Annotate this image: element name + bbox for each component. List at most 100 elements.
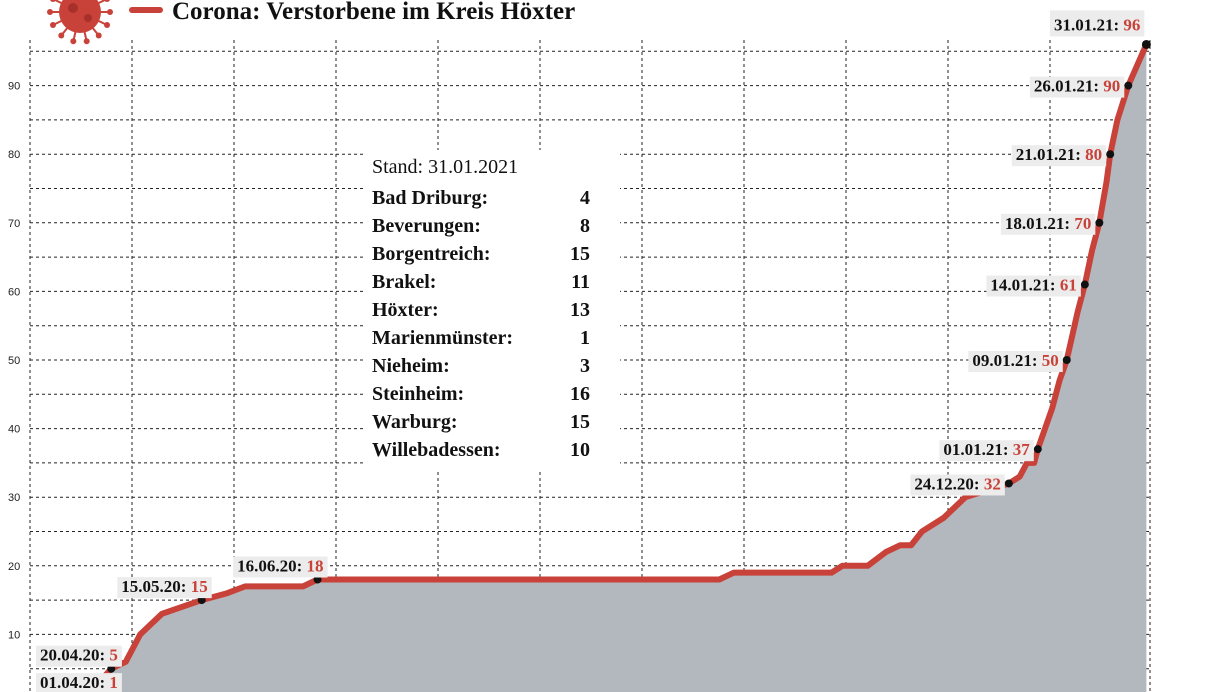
data-label-bg	[968, 351, 1063, 372]
data-label-text: 24.12.20: 32	[914, 474, 1000, 493]
data-label-value: 61	[1060, 276, 1077, 295]
data-label-bg	[1011, 145, 1107, 167]
data-label-value: 1	[109, 673, 118, 692]
stand-row-value: 8	[580, 215, 590, 237]
stand-row: Bad Driburg: 4	[372, 187, 590, 210]
data-label-text: 26.01.21: 90	[1034, 77, 1120, 96]
data-label-value: 96	[1123, 15, 1140, 34]
data-label: 16.06.20: 18	[233, 556, 328, 578]
data-label-value: 80	[1085, 145, 1102, 164]
stand-row-name: Marienmünster:	[372, 327, 514, 349]
data-label-date: 15.05.20:	[121, 577, 190, 596]
stand-row: Beverungen: 8	[372, 215, 590, 238]
data-label-bg	[910, 474, 1005, 496]
data-label-bg	[233, 556, 328, 578]
data-label-text: 31.01.21: 96	[1054, 15, 1140, 34]
data-label-date: 31.01.21:	[1054, 15, 1123, 34]
stand-row: Nieheim: 3	[372, 355, 590, 378]
data-label-value: 37	[1013, 440, 1031, 459]
y-tick-label: 20	[8, 561, 20, 573]
stand-row-name: Brakel:	[372, 271, 437, 293]
data-label-value: 5	[109, 646, 118, 665]
data-point-marker	[1062, 356, 1071, 364]
data-label: 21.01.21: 80	[1011, 145, 1107, 167]
data-label: 09.01.21: 50	[968, 351, 1063, 372]
stand-row: Marienmünster: 1	[372, 327, 590, 350]
data-label-text: 18.01.21: 70	[1005, 214, 1091, 233]
y-tick-label: 50	[8, 355, 20, 367]
data-point-marker	[1106, 150, 1115, 159]
data-label-value: 32	[984, 474, 1001, 493]
stand-row-value: 15	[570, 411, 590, 433]
data-label-date: 18.01.21:	[1005, 214, 1074, 233]
stand-row-value: 11	[571, 271, 590, 293]
data-label-date: 21.01.21:	[1016, 145, 1085, 164]
data-label-value: 50	[1042, 351, 1059, 370]
data-label-text: 15.05.20: 15	[121, 577, 207, 596]
data-label-bg	[36, 645, 122, 667]
stand-row: Höxter: 13	[372, 299, 590, 322]
stand-table: Stand: 31.01.2021 Bad Driburg: 4 Beverunge…	[364, 150, 620, 470]
data-label-text: 01.04.20: 1	[40, 673, 118, 692]
data-label: 31.01.21: 96	[1049, 10, 1145, 37]
stand-row-value: 16	[570, 383, 590, 405]
y-tick-label: 60	[8, 286, 20, 298]
stand-row-value: 3	[580, 355, 590, 377]
data-point-marker	[1095, 218, 1104, 227]
data-label-value: 70	[1074, 214, 1091, 233]
stand-row: Borgentreich: 15	[372, 243, 590, 266]
stand-row-name: Beverungen:	[372, 215, 481, 237]
data-labels: 01.04.20: 120.04.20: 515.05.20: 1516.06.…	[36, 10, 1145, 692]
data-label: 24.12.20: 32	[910, 474, 1005, 496]
stand-row-name: Warburg:	[372, 411, 458, 433]
y-axis: 10 20 30 40 50 60 70 80 90	[8, 81, 20, 642]
data-point-marker	[1141, 39, 1151, 49]
data-point-marker	[1004, 479, 1013, 488]
stand-row: Brakel: 11	[372, 271, 590, 294]
data-label-date: 09.01.21:	[972, 351, 1041, 370]
data-label-date: 16.06.20:	[237, 557, 306, 576]
data-label-bg	[1000, 213, 1096, 235]
data-label-date: 24.12.20:	[914, 474, 983, 493]
data-label-bg	[1029, 76, 1125, 98]
data-label-bg	[986, 275, 1081, 297]
stand-row-name: Willebadessen:	[372, 439, 501, 461]
data-label: 15.05.20: 15	[117, 577, 212, 599]
stand-row-value: 1	[580, 327, 590, 349]
stand-row-value: 4	[580, 187, 590, 209]
stand-row-name: Borgentreich:	[372, 243, 491, 265]
stand-row-name: Höxter:	[372, 299, 439, 321]
plot-area	[28, 41, 1150, 692]
stand-row-value: 13	[570, 299, 590, 321]
data-label: 20.04.20: 5	[36, 645, 122, 667]
data-label-text: 01.01.21: 37	[943, 440, 1030, 459]
stand-row: Willebadessen: 10	[372, 439, 590, 462]
data-point-marker	[1124, 81, 1133, 90]
stand-row: Steinheim: 16	[372, 383, 590, 406]
y-tick-label: 40	[8, 424, 20, 436]
data-label-bg	[1049, 10, 1145, 37]
data-label-text: 16.06.20: 18	[237, 557, 323, 576]
data-label-date: 14.01.21:	[990, 276, 1059, 295]
stand-row-value: 15	[570, 243, 590, 265]
data-label-date: 01.04.20:	[40, 673, 109, 692]
legend: Corona: Verstorbene im Kreis Höxter	[47, 0, 575, 45]
y-tick-label: 10	[8, 629, 20, 641]
data-label-value: 15	[191, 577, 208, 596]
stand-row-value: 10	[570, 439, 590, 461]
data-point-marker	[1080, 280, 1089, 289]
data-label-value: 18	[307, 557, 324, 576]
data-label-text: 09.01.21: 50	[972, 351, 1058, 370]
data-label-bg	[117, 577, 212, 599]
y-tick-label: 30	[8, 492, 20, 504]
data-label-date: 26.01.21:	[1034, 77, 1103, 96]
data-label-text: 20.04.20: 5	[40, 646, 118, 665]
stand-row-name: Nieheim:	[372, 355, 450, 377]
data-label-bg	[939, 440, 1034, 462]
series-line	[84, 41, 1150, 692]
data-label-date: 01.01.21:	[943, 440, 1012, 459]
data-label: 14.01.21: 61	[986, 275, 1081, 297]
data-label-date: 20.04.20:	[40, 646, 109, 665]
stand-title: Stand: 31.01.2021	[372, 156, 519, 178]
data-label-value: 90	[1103, 77, 1120, 96]
